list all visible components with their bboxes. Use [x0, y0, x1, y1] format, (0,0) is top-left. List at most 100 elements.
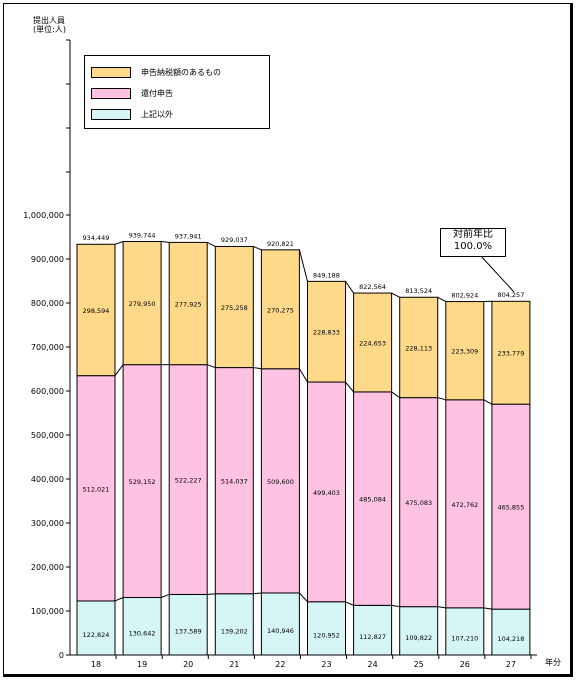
callout-title: 対前年比 — [453, 229, 493, 240]
legend-label-refund: 還付申告 — [141, 88, 173, 98]
segment-value-label: 120,952 — [313, 631, 340, 639]
bar-segment — [76, 600, 116, 656]
connector-line — [207, 593, 216, 595]
segment-value-label: 522,227 — [175, 477, 202, 485]
x-axis-title: 年分 — [545, 657, 561, 667]
connector-line — [114, 241, 124, 245]
x-tick-label: 27 — [506, 660, 516, 669]
connector-line — [207, 364, 216, 369]
y-tick-label: 400,000 — [31, 475, 64, 484]
bar-segment — [399, 606, 439, 656]
connector-line — [160, 593, 170, 598]
bar-segment — [168, 241, 208, 366]
bar-segment — [445, 399, 485, 609]
legend-swatch-other — [91, 108, 131, 120]
unit-label-unit: (単位:人) — [33, 25, 66, 34]
segment-value-label: 298,594 — [83, 307, 110, 315]
legend-item-other: 上記以外 — [91, 108, 173, 120]
x-tick-label: 25 — [414, 660, 424, 669]
x-tick-label: 20 — [183, 660, 193, 669]
connector-line — [161, 241, 170, 243]
segment-value-label: 485,084 — [359, 496, 386, 504]
callout-pointer — [479, 254, 515, 293]
bar-segment — [168, 593, 208, 656]
bar-segment — [399, 296, 439, 399]
y-tick-label: 700,000 — [31, 343, 64, 352]
connector-line — [114, 364, 124, 376]
y-tick-label: 500,000 — [31, 431, 64, 440]
segment-value-label: 514,037 — [221, 478, 248, 486]
x-tick-label: 18 — [91, 660, 101, 669]
y-tick-label: 0 — [59, 651, 64, 660]
bar-segment — [214, 245, 254, 369]
segment-value-label: 475,083 — [405, 499, 432, 507]
connector-line — [114, 597, 124, 602]
bar-segment — [122, 364, 162, 599]
bar-segment — [260, 249, 300, 370]
bar-segment — [307, 280, 346, 383]
data-labels: 122,824 130,642 137,589 139,202 140,946 120,9… — [83, 232, 525, 644]
bar-group — [76, 241, 531, 656]
connector-line — [345, 601, 354, 606]
segment-value-label: 499,403 — [313, 489, 340, 497]
connector-lines — [114, 241, 493, 610]
total-value-label: 920,821 — [267, 240, 294, 248]
segment-value-label: 137,589 — [175, 628, 202, 636]
bar-segment — [76, 243, 116, 377]
connector-line — [437, 296, 447, 302]
segment-value-label: 509,600 — [267, 478, 294, 486]
total-value-label: 937,941 — [175, 232, 202, 240]
bar-segment — [353, 391, 393, 606]
segment-value-label: 529,152 — [129, 478, 156, 486]
total-value-label: 802,924 — [451, 292, 478, 300]
legend-swatch-refund — [91, 87, 131, 99]
y-tick-label: 600,000 — [31, 387, 64, 396]
x-tick-label: 19 — [137, 660, 147, 669]
total-value-label: 804,257 — [497, 291, 524, 299]
segment-value-label: 228,113 — [405, 344, 432, 352]
legend-label-tax-payable: 申告納税額のあるもの — [141, 67, 221, 77]
callout-value: 100.0% — [453, 241, 493, 252]
total-value-label: 934,449 — [83, 234, 110, 242]
segment-value-label: 224,653 — [359, 339, 386, 347]
segment-value-label: 112,827 — [359, 633, 386, 641]
bar-segment — [122, 241, 162, 366]
x-tick-label: 26 — [460, 660, 470, 669]
y-tick-label: 900,000 — [31, 255, 64, 264]
total-value-label: 849,188 — [313, 271, 340, 279]
bar-segment — [445, 607, 485, 656]
segment-value-label: 107,210 — [451, 634, 478, 642]
segment-value-label: 228,833 — [313, 329, 340, 337]
bar-segment — [260, 592, 300, 656]
connector-line — [437, 606, 446, 609]
bar-segment — [214, 367, 254, 595]
bar-segment — [491, 403, 531, 610]
segment-value-label: 472,762 — [451, 501, 478, 509]
connector-line — [391, 292, 400, 298]
bar-segment — [445, 301, 485, 401]
total-value-label: 929,037 — [221, 236, 248, 244]
connector-line — [298, 368, 308, 383]
connector-line — [253, 245, 262, 251]
segment-value-label: 223,309 — [451, 348, 478, 356]
connector-line — [391, 391, 400, 399]
x-tick-label: 22 — [275, 660, 285, 669]
y-tick-label: 300,000 — [31, 519, 64, 528]
bar-segment — [399, 397, 439, 608]
legend-label-other: 上記以外 — [141, 109, 173, 119]
legend: 申告納税額のあるもの 還付申告 上記以外 — [84, 55, 270, 129]
bar-segment — [76, 375, 116, 602]
segment-value-label: 512,021 — [83, 485, 110, 493]
bar-segment — [307, 601, 346, 656]
total-value-label: 939,744 — [129, 232, 156, 240]
y-tick-label: 800,000 — [31, 299, 64, 308]
total-value-label: 813,524 — [405, 287, 432, 295]
segment-value-label: 109,822 — [405, 634, 432, 642]
y-tick-label: 200,000 — [31, 563, 64, 572]
x-tick-label: 21 — [229, 660, 239, 669]
connector-line — [483, 607, 492, 610]
bar-segment — [168, 364, 208, 595]
connector-line — [206, 241, 216, 247]
bar-segment — [491, 608, 531, 656]
